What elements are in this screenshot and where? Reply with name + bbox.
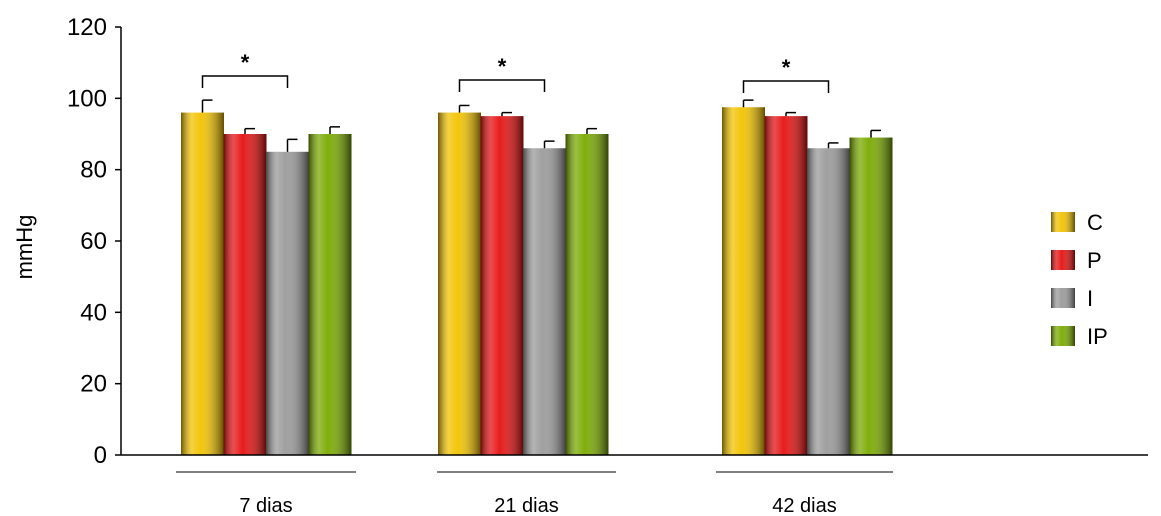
legend-swatch-shading	[1051, 212, 1075, 232]
significance-label: *	[782, 55, 791, 80]
significance-label: *	[498, 54, 507, 79]
legend-label: P	[1087, 248, 1102, 273]
bar-P-0	[223, 127, 267, 455]
significance-brackets: * * *	[201, 50, 830, 93]
x-tick-label: 7 dias	[239, 495, 292, 516]
y-axis-label: mmHg	[12, 215, 37, 280]
significance-label: *	[241, 50, 250, 75]
bracket-line	[201, 75, 289, 88]
significance-bracket: *	[458, 54, 546, 92]
significance-bracket: *	[201, 50, 289, 88]
bar-I-1	[523, 140, 566, 455]
bars	[181, 99, 893, 456]
bar-shading	[807, 148, 850, 455]
bar-P-2	[764, 111, 808, 456]
y-tick-label: 100	[67, 85, 107, 112]
bracket-line	[458, 79, 546, 92]
bar-I-0	[266, 138, 309, 456]
x-tick-label: 21 dias	[494, 495, 559, 516]
y-tick-label: 40	[80, 299, 107, 326]
bar-shading	[523, 148, 566, 455]
y-tick-label: 80	[80, 157, 107, 184]
y-tick-label: 20	[80, 371, 107, 398]
bar-shading	[223, 134, 267, 455]
bar-shading	[308, 134, 352, 455]
bar-IP-1	[565, 127, 609, 455]
bar-C-1	[438, 104, 481, 455]
bar-I-2	[807, 142, 850, 455]
legend-label: I	[1087, 286, 1093, 311]
legend-item-I: I	[1051, 286, 1093, 311]
legend-swatch-shading	[1051, 326, 1075, 346]
bar-shading	[438, 112, 481, 455]
bar-shading	[266, 151, 309, 456]
bar-IP-0	[308, 126, 352, 455]
bar-C-0	[181, 99, 224, 455]
legend: CPI IP	[1051, 210, 1108, 349]
legend-swatch-shading	[1051, 288, 1075, 308]
y-axis: 0 20 40 60 80 100 120	[67, 14, 122, 469]
x-tick-label: 42 dias	[772, 495, 837, 516]
bar-C-2	[722, 99, 765, 455]
legend-item-IP: IP	[1051, 324, 1108, 349]
legend-label: IP	[1087, 324, 1108, 349]
bar-shading	[764, 116, 808, 456]
y-tick-label: 60	[80, 228, 107, 255]
bar-P-1	[480, 111, 524, 456]
legend-item-C: C	[1051, 210, 1103, 235]
bar-shading	[722, 107, 765, 455]
bar-IP-2	[849, 129, 893, 456]
y-tick-label: 0	[94, 442, 107, 469]
legend-item-P: P	[1051, 248, 1102, 273]
legend-label: C	[1087, 210, 1103, 235]
x-axis: 7 dias 21 dias 42 dias	[121, 454, 1148, 516]
bar-shading	[849, 137, 893, 456]
y-tick-label: 120	[67, 14, 107, 41]
bar-shading	[480, 116, 524, 456]
bracket-line	[742, 80, 830, 93]
bar-shading	[565, 134, 609, 455]
significance-bracket: *	[742, 55, 830, 93]
bar-shading	[181, 112, 224, 455]
legend-swatch-shading	[1051, 250, 1075, 270]
